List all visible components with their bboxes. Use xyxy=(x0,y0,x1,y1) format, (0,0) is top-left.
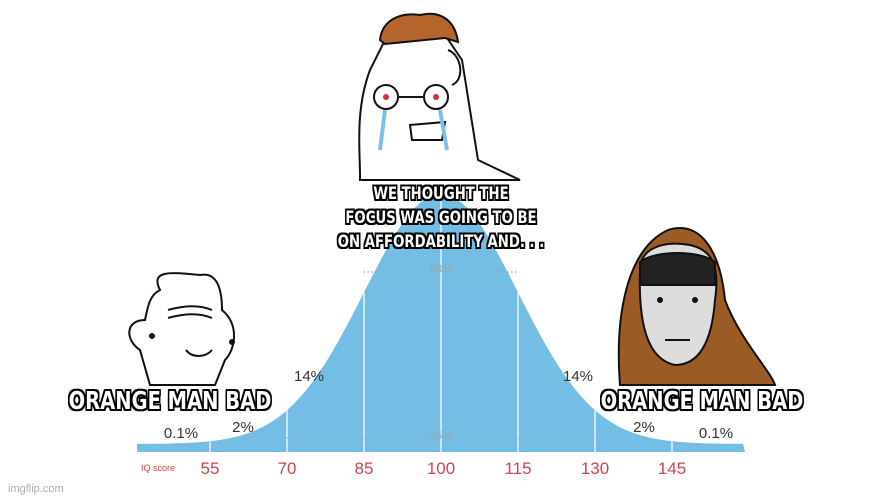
caption-right: ORANGE MAN BAD xyxy=(600,386,804,415)
smug-wojak-character xyxy=(128,272,235,386)
label-68: 68% xyxy=(430,263,452,275)
hooded-character xyxy=(617,227,777,386)
tick-label: 70 xyxy=(278,459,297,478)
label-01-right: 0.1% xyxy=(699,425,733,442)
tick-label: 115 xyxy=(504,459,531,478)
label-14-right: 14% xyxy=(563,368,593,385)
caption-top: WE THOUGHT THE FOCUS WAS GOING TO BE ON … xyxy=(337,184,545,252)
tick-label: 145 xyxy=(658,459,686,478)
watermark: imgflip.com xyxy=(8,483,64,495)
label-2-left: 2% xyxy=(232,419,254,436)
label-01-left: 0.1% xyxy=(164,425,198,442)
label-14-left: 14% xyxy=(294,368,324,385)
caption-left: ORANGE MAN BAD xyxy=(68,386,272,415)
tick-label: 55 xyxy=(201,459,220,478)
tick-label: 130 xyxy=(581,459,609,478)
tick-label: 100 xyxy=(427,459,455,478)
label-2-right: 2% xyxy=(633,419,655,436)
axis-label: IQ score xyxy=(141,463,175,473)
label-95: 95% xyxy=(430,430,452,442)
tick-label: 85 xyxy=(355,459,374,478)
crying-nerd-character xyxy=(358,12,521,181)
sigma-lines xyxy=(209,194,673,452)
